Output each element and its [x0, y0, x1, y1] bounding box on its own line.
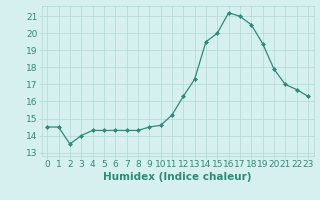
X-axis label: Humidex (Indice chaleur): Humidex (Indice chaleur): [103, 172, 252, 182]
